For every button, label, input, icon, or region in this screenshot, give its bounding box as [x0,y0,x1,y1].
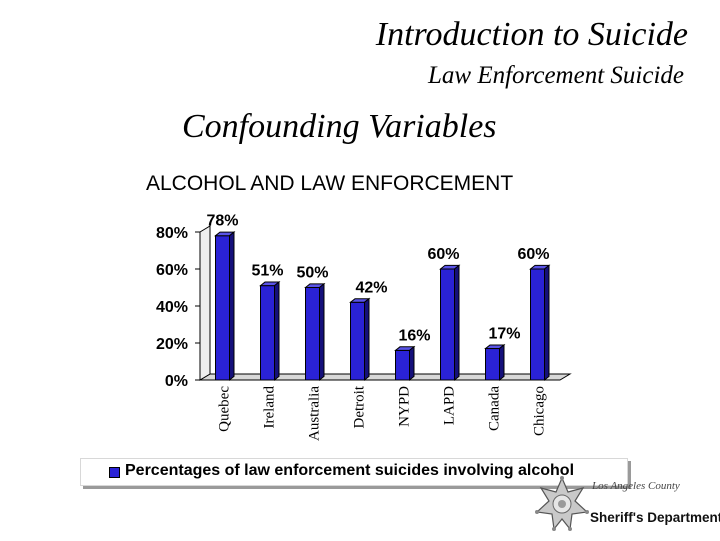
x-tick-label: Ireland [262,386,278,429]
bar-detroit [350,301,365,381]
y-tick-label: 40% [156,299,188,316]
bar-side-detroit [364,297,370,382]
bar-side-australia [319,282,325,382]
chart-title: ALCOHOL AND LAW ENFORCEMENT [146,172,514,195]
chart-floor [198,373,572,381]
x-tick-label: Detroit [352,385,368,428]
x-tick-label: LAPD [442,386,458,425]
bar-side-quebec [229,231,235,382]
x-tick-label: Australia [307,386,323,441]
bar-chicago [530,268,545,381]
data-label: 60% [427,246,459,263]
bar-canada [485,348,500,381]
bar-lapd [440,268,455,381]
slide-heading: Confounding Variables [182,108,497,145]
chart-side-wall [199,225,211,381]
y-tick-label: 80% [156,225,188,242]
y-tick-label: 20% [156,336,188,353]
logo-county-text: Los Angeles County [592,480,680,492]
bar-australia [305,287,320,381]
data-label: 50% [296,265,328,282]
x-tick-label: Chicago [532,386,548,436]
y-tick-label: 0% [165,373,188,390]
data-label: 78% [206,213,238,230]
bar-quebec [215,235,230,381]
data-label: 60% [517,246,549,263]
data-label: 17% [488,326,520,343]
x-tick-label: Quebec [217,386,233,432]
sheriff-logo: Los Angeles County Sheriff's Department [534,472,720,538]
bar-side-nypd [409,345,415,382]
legend-label: Percentages of law enforcement suicides … [125,462,575,479]
chart-legend: Percentages of law enforcement suicides … [80,458,628,486]
x-tick-label: Canada [487,386,503,431]
slide-subtitle: Law Enforcement Suicide [428,62,684,89]
data-label: 51% [251,263,283,280]
bar-ireland [260,285,275,381]
logo-department-text: Sheriff's Department [590,510,720,525]
legend-swatch [109,467,120,478]
sheriff-star-icon [535,476,589,531]
slide-title: Introduction to Suicide [375,16,688,53]
data-label: 16% [398,327,430,344]
bar-side-lapd [454,264,460,382]
data-label: 42% [355,279,387,296]
bar-side-ireland [274,281,280,382]
bar-side-canada [499,343,505,382]
bar-side-chicago [544,264,550,382]
y-tick-label: 60% [156,262,188,279]
bar-nypd [395,349,410,381]
x-tick-label: NYPD [397,386,413,427]
